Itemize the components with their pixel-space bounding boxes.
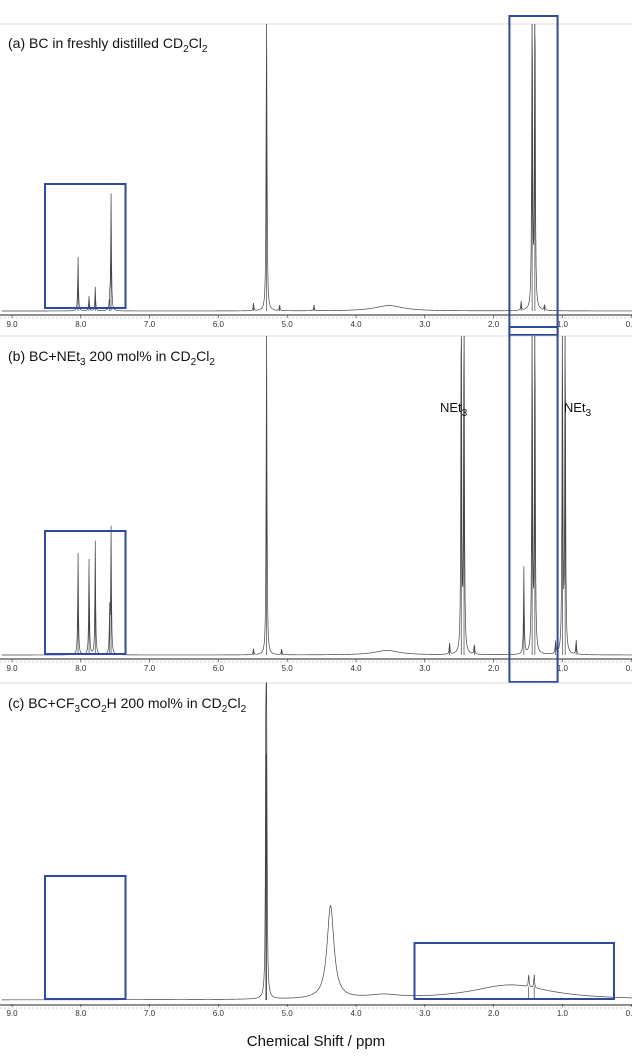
tick-label: 6.0 bbox=[213, 664, 225, 673]
tick-label: 5.0 bbox=[282, 1009, 294, 1018]
tick-label: 3.0 bbox=[419, 1009, 431, 1018]
tick-label: 9.0 bbox=[6, 1009, 18, 1018]
highlight-box bbox=[413, 942, 616, 1000]
tick-label: 3.0 bbox=[419, 664, 431, 673]
tick-label: 8.0 bbox=[75, 664, 87, 673]
panel-a-title: (a) BC in freshly distilled CD2Cl2 bbox=[8, 35, 208, 55]
panel-b-spectrum bbox=[1, 335, 632, 656]
tick-label: 0.0 bbox=[626, 1009, 632, 1018]
panel-b-ticks: 9.0 8.0 7.0 6.0 5.0 4.0 3.0 2.0 1.0 0.0 bbox=[6, 659, 632, 673]
tick-label: 5.0 bbox=[282, 664, 294, 673]
panel-a-ticks: 9.0 8.0 7.0 6.0 5.0 4.0 3.0 2.0 1.0 0.0 bbox=[6, 315, 632, 329]
panel-c: (c) BC+CF3CO2H 200 mol% in CD2Cl2 9.0 8.0… bbox=[0, 682, 632, 1018]
tick-label: 1.0 bbox=[557, 664, 569, 673]
tick-label: 8.0 bbox=[75, 1009, 87, 1018]
highlight-box bbox=[44, 875, 127, 1000]
highlight-box bbox=[44, 183, 127, 309]
highlight-box bbox=[508, 15, 559, 336]
panel-c-spectrum bbox=[1, 682, 632, 1001]
tick-label: 7.0 bbox=[144, 1009, 156, 1018]
tick-label: 7.0 bbox=[144, 664, 156, 673]
tick-label: 0.0 bbox=[626, 320, 632, 329]
panel-b-highlights bbox=[44, 326, 559, 683]
panel-c-title: (c) BC+CF3CO2H 200 mol% in CD2Cl2 bbox=[8, 695, 247, 715]
x-axis-label: Chemical Shift / ppm bbox=[247, 1033, 385, 1050]
panel-a-spectrum bbox=[1, 23, 632, 312]
tick-label: 2.0 bbox=[488, 664, 500, 673]
tick-label: 2.0 bbox=[488, 320, 500, 329]
tick-label: 7.0 bbox=[144, 320, 156, 329]
panel-b: (b) BC+NEt3 200 mol% in CD2Cl2 9.0 8.0 7.0… bbox=[0, 326, 632, 683]
tick-label: 9.0 bbox=[6, 320, 18, 329]
tick-label: 1.0 bbox=[557, 320, 569, 329]
tick-label: 2.0 bbox=[488, 1009, 500, 1018]
net3-label-right: NEt3 bbox=[564, 400, 592, 419]
panel-a-highlights bbox=[44, 15, 559, 336]
tick-label: 6.0 bbox=[213, 320, 225, 329]
panel-c-highlights bbox=[44, 875, 616, 1000]
panel-c-ticks: 9.0 8.0 7.0 6.0 5.0 4.0 3.0 2.0 1.0 0.0 bbox=[6, 1004, 632, 1018]
panel-a: (a) BC in freshly distilled CD2Cl2 9.0 8.… bbox=[0, 15, 632, 336]
tick-label: 4.0 bbox=[350, 320, 362, 329]
tick-label: 9.0 bbox=[6, 664, 18, 673]
tick-label: 1.0 bbox=[557, 1009, 569, 1018]
highlight-box bbox=[508, 326, 559, 683]
highlight-box bbox=[44, 530, 127, 655]
tick-label: 4.0 bbox=[350, 1009, 362, 1018]
tick-label: 0.0 bbox=[626, 664, 632, 673]
panel-b-title: (b) BC+NEt3 200 mol% in CD2Cl2 bbox=[8, 348, 215, 368]
net3-label-left: NEt3 bbox=[440, 400, 468, 419]
tick-label: 6.0 bbox=[213, 1009, 225, 1018]
tick-label: 8.0 bbox=[75, 320, 87, 329]
tick-label: 5.0 bbox=[282, 320, 294, 329]
tick-label: 3.0 bbox=[419, 320, 431, 329]
tick-label: 4.0 bbox=[350, 664, 362, 673]
